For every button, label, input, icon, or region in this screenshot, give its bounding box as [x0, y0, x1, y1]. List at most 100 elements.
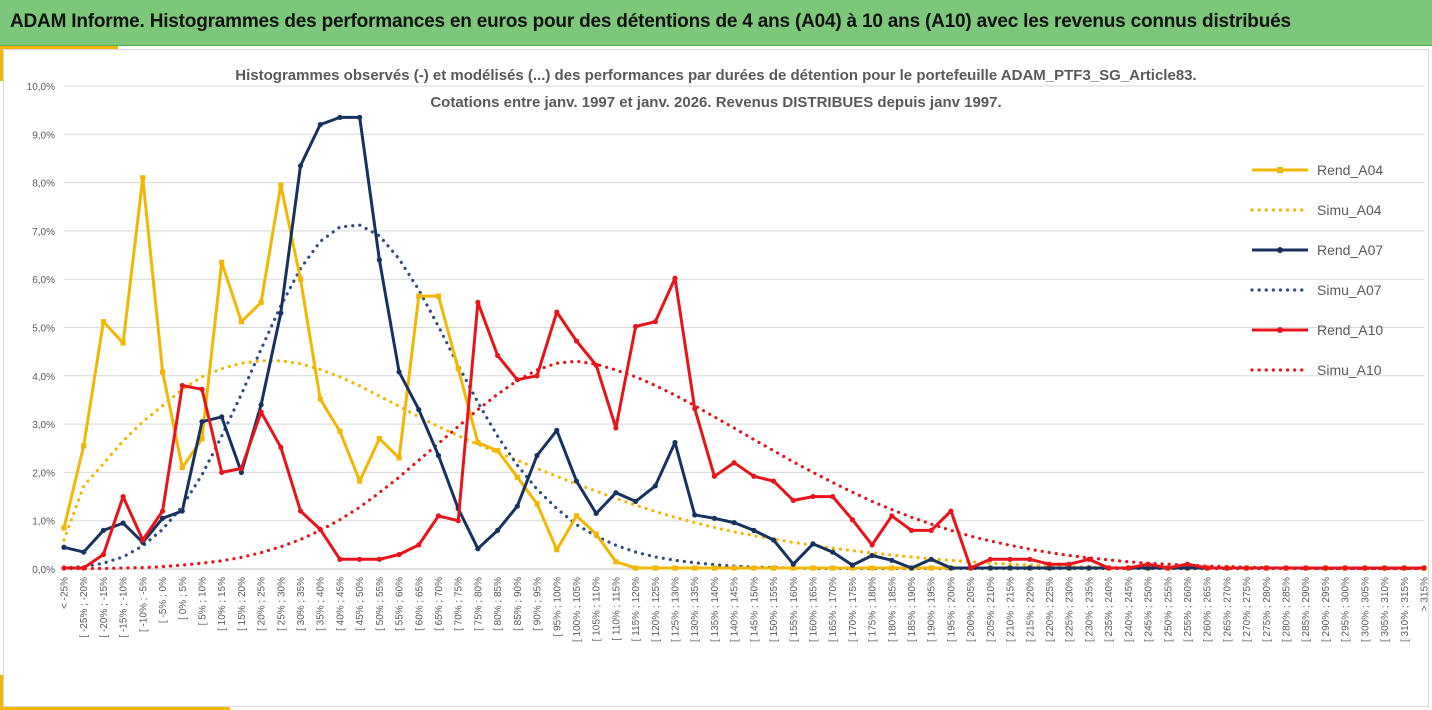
y-tick-label: 8,0%: [32, 179, 55, 190]
data-point-rend-a04: [278, 182, 284, 188]
x-tick-label: [ 125% ; 130%: [671, 577, 682, 642]
data-point-rend-a10: [869, 542, 875, 548]
data-point-rend-a10: [1184, 561, 1191, 567]
data-point-rend-a07: [495, 527, 501, 533]
x-tick-label: [ 275% ; 280%: [1262, 577, 1273, 642]
data-point-rend-a07: [238, 469, 244, 475]
data-point-rend-a07: [1007, 565, 1013, 571]
data-point-rend-a10: [751, 473, 757, 479]
data-point-rend-a10: [495, 352, 501, 359]
x-tick-label: [ 135% ; 140%: [710, 577, 721, 642]
data-point-rend-a04: [495, 448, 501, 454]
data-point-rend-a10: [790, 497, 796, 504]
x-tick-label: [ 245% ; 250%: [1144, 577, 1155, 642]
x-tick-label: [ 180% ; 185%: [887, 577, 898, 642]
legend-label-rend-a10: Rend_A10: [1317, 322, 1383, 338]
data-point-rend-a10: [1263, 565, 1269, 571]
x-tick-label: [ 175% ; 180%: [868, 577, 879, 642]
x-tick-label: [ 230% ; 235%: [1084, 577, 1095, 642]
x-tick-label: [ 100% ; 105%: [572, 577, 583, 642]
data-point-rend-a10: [928, 527, 934, 533]
x-tick-label: [ 205% ; 210%: [986, 577, 997, 642]
data-point-rend-a10: [1303, 565, 1309, 571]
x-tick-label: [ 290% ; 295%: [1321, 577, 1332, 642]
data-point-rend-a10: [1125, 565, 1131, 571]
data-point-rend-a10: [1066, 561, 1072, 567]
x-tick-label: [ -10% ; -5%: [138, 577, 149, 632]
data-point-rend-a07: [357, 114, 363, 120]
data-point-rend-a04: [790, 565, 796, 571]
x-tick-label: [ 285% ; 290%: [1301, 577, 1312, 642]
y-tick-label: 6,0%: [32, 275, 55, 286]
data-point-rend-a10: [396, 551, 402, 558]
data-point-rend-a07: [810, 541, 816, 547]
data-point-rend-a04: [652, 565, 658, 571]
legend-label-simu-a10: Simu_A10: [1317, 362, 1382, 378]
x-tick-label: [ 225% ; 230%: [1065, 577, 1076, 642]
data-point-rend-a10: [238, 465, 244, 472]
data-point-rend-a10: [357, 556, 363, 562]
data-point-rend-a07: [396, 369, 402, 375]
data-point-rend-a07: [632, 498, 639, 504]
x-tick-label: [ 310% ; 315%: [1400, 577, 1411, 642]
data-point-rend-a04: [199, 435, 205, 442]
x-tick-label: [ 295% ; 300%: [1341, 577, 1352, 642]
data-point-rend-a07: [573, 478, 580, 484]
data-point-rend-a07: [1086, 565, 1092, 571]
series-line-simu-a07: [62, 223, 1426, 571]
data-point-rend-a10: [1342, 565, 1348, 571]
data-point-rend-a07: [652, 483, 658, 489]
data-point-rend-a04: [869, 565, 875, 571]
x-tick-label: [ 55% ; 60%: [395, 577, 406, 631]
chart-title-line-2: Cotations entre janv. 1997 et janv. 2026…: [430, 94, 1001, 111]
data-point-rend-a10: [1224, 565, 1230, 571]
x-tick-label: [ 90% ; 95%: [533, 577, 544, 631]
data-point-rend-a07: [889, 557, 895, 563]
data-point-rend-a10: [435, 513, 442, 519]
data-point-rend-a07: [475, 546, 481, 552]
x-tick-label: [ 270% ; 275%: [1242, 577, 1253, 642]
report-title: ADAM Informe. Histogrammes des performan…: [10, 11, 1291, 32]
data-point-rend-a10: [278, 444, 284, 450]
data-point-rend-a10: [652, 319, 658, 325]
data-point-rend-a04: [396, 455, 402, 461]
corner-accent-bottom: [0, 707, 230, 710]
chart-title-line-1: Histogrammes observés (-) et modélisés (…: [235, 67, 1196, 84]
x-tick-label: [ 50% ; 55%: [375, 577, 386, 631]
data-point-rend-a04: [455, 365, 461, 372]
data-point-rend-a07: [258, 402, 264, 408]
data-point-rend-a07: [613, 490, 619, 496]
data-point-rend-a07: [514, 503, 520, 509]
data-point-rend-a04: [632, 565, 639, 571]
x-tick-label: [ 120% ; 125%: [651, 577, 662, 642]
data-point-rend-a10: [1086, 556, 1092, 562]
x-tick-label: [ 190% ; 195%: [927, 577, 938, 642]
data-point-rend-a10: [632, 323, 639, 330]
data-point-rend-a07: [100, 527, 107, 533]
chart-frame: [3, 49, 1429, 707]
data-point-rend-a04: [928, 565, 934, 571]
data-point-rend-a07: [948, 565, 954, 571]
y-tick-label: 5,0%: [32, 324, 55, 335]
data-point-rend-a10: [810, 493, 816, 500]
x-tick-label: [ 195% ; 200%: [946, 577, 957, 642]
x-tick-label: [ 115% ; 120%: [631, 577, 642, 641]
data-point-rend-a10: [849, 517, 856, 523]
y-tick-label: 0,0%: [32, 565, 55, 576]
legend-label-simu-a07: Simu_A07: [1317, 282, 1382, 298]
data-point-rend-a04: [317, 396, 323, 402]
x-tick-label: [ 255% ; 260%: [1183, 577, 1194, 642]
data-point-rend-a04: [219, 259, 225, 265]
corner-accent-left-bottom: [0, 675, 3, 710]
data-point-rend-a10: [731, 460, 737, 466]
x-tick-label: [ 15% ; 20%: [237, 577, 248, 631]
y-tick-label: 9,0%: [32, 130, 55, 141]
x-tick-label: [ 305% ; 310%: [1380, 577, 1391, 642]
x-tick-label: [ 40% ; 45%: [335, 577, 346, 631]
series-line-simu-a04: [62, 359, 1426, 571]
data-point-rend-a07: [928, 556, 934, 562]
x-tick-label: [ 170% ; 175%: [848, 577, 859, 642]
data-point-rend-a10: [534, 373, 540, 379]
data-point-rend-a07: [61, 544, 67, 550]
